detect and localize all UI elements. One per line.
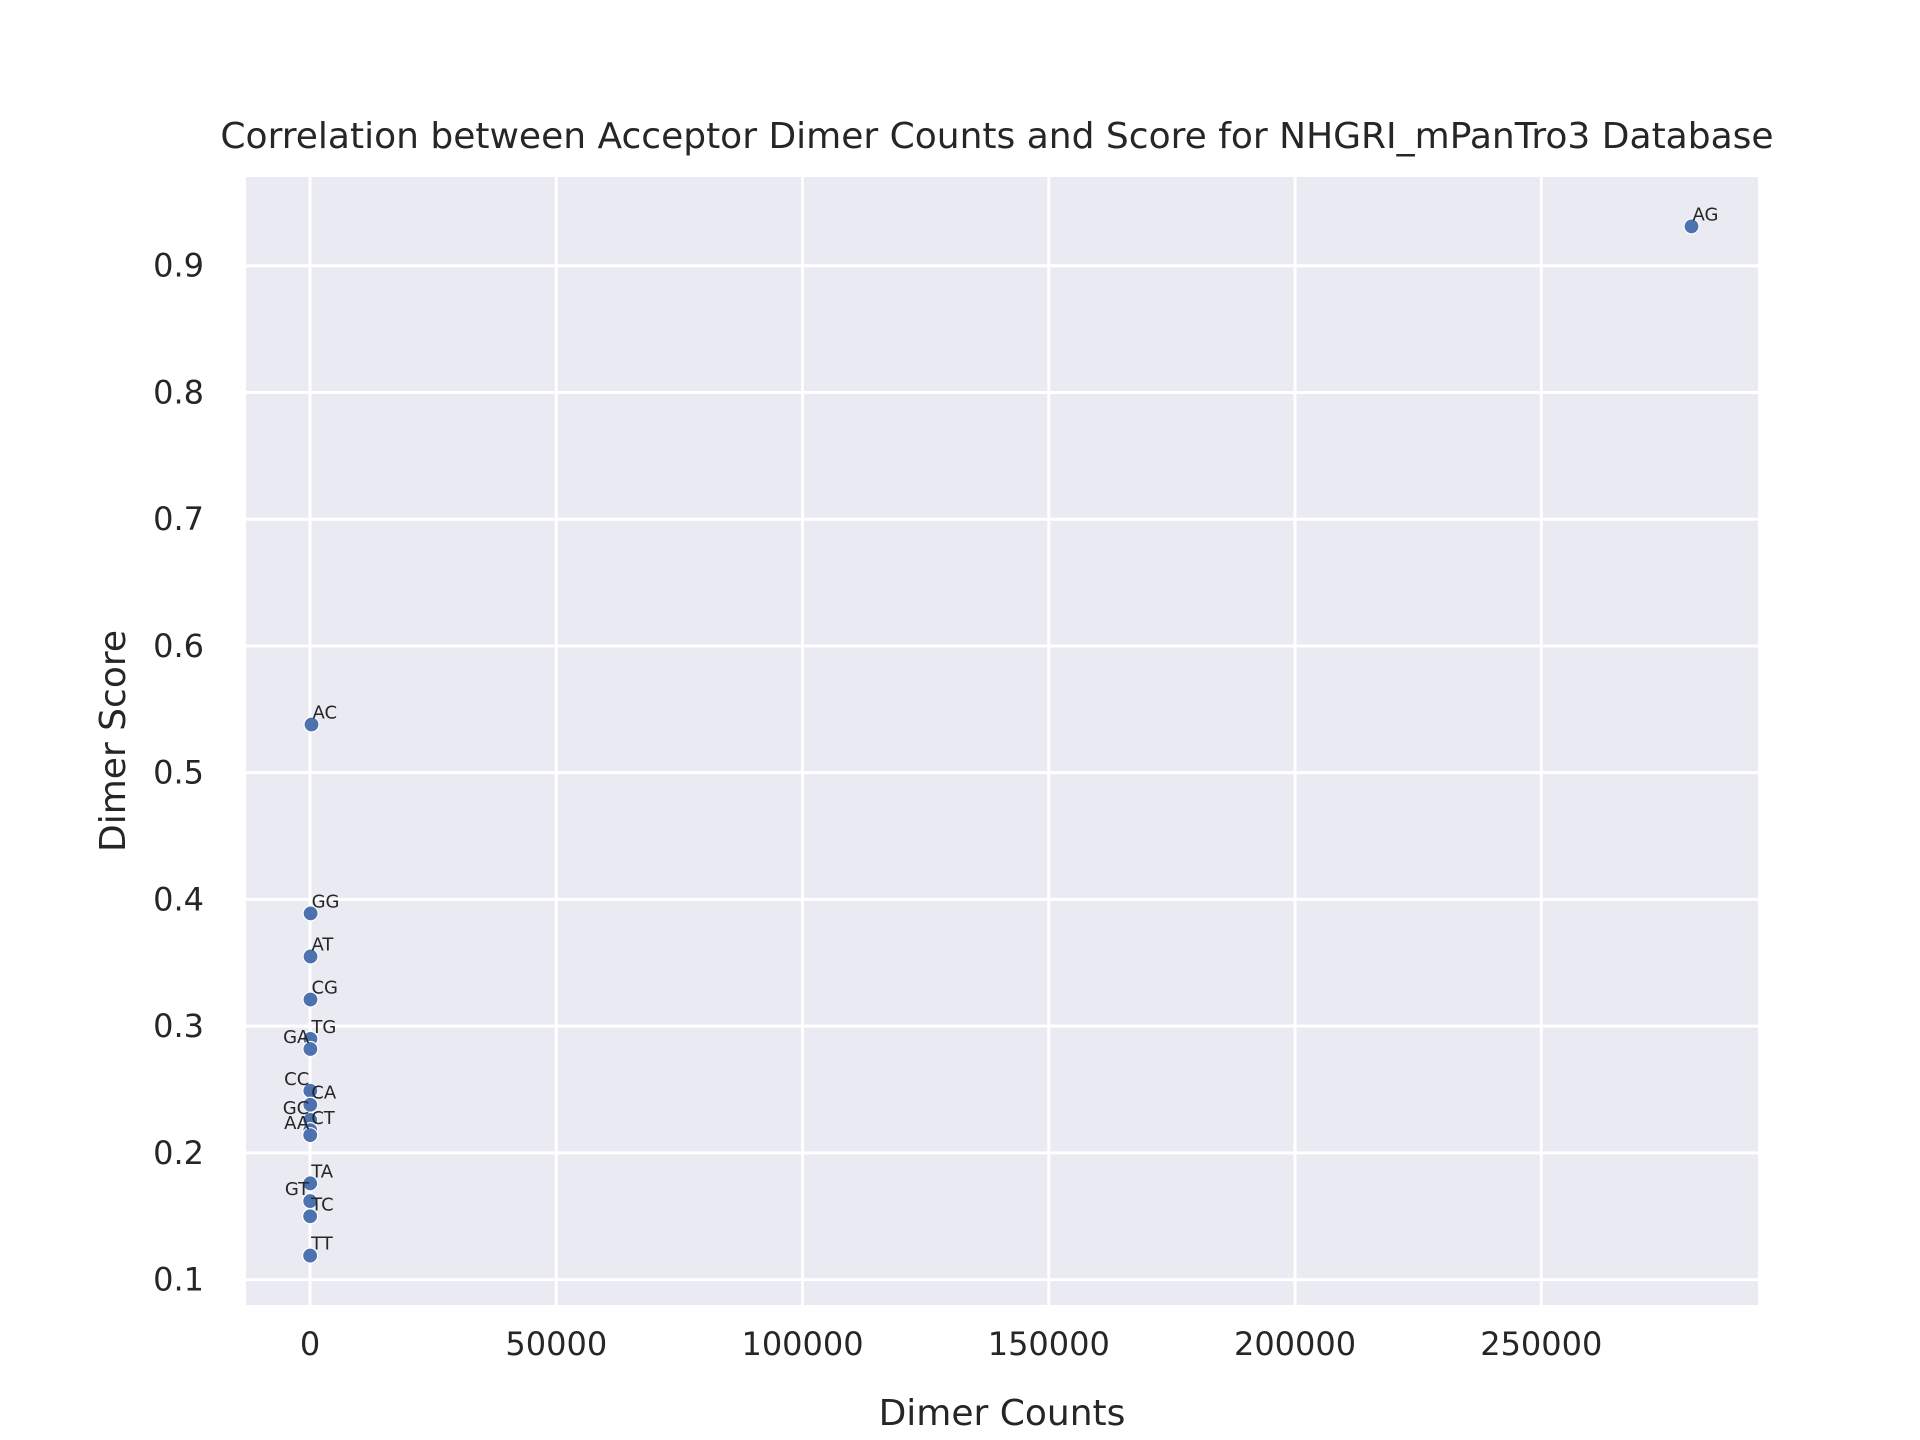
y-tick-label: 0.3 [153,1007,204,1045]
data-point-label: TA [310,1161,334,1182]
x-tick-label: 150000 [988,1325,1110,1363]
y-tick-label: 0.1 [153,1261,204,1299]
data-point-label: AC [313,703,338,724]
data-point-label: CC [284,1069,309,1090]
data-point [302,1040,319,1058]
x-tick-label: 100000 [741,1325,863,1363]
x-tick-label: 50000 [505,1325,607,1363]
data-point-label: TG [310,1017,336,1038]
data-points [302,218,1700,1264]
data-point [302,1175,319,1192]
data-point [302,991,319,1008]
data-point-label: TC [310,1194,334,1215]
data-point-label: AG [1693,204,1719,225]
data-point-label: TT [310,1234,334,1255]
y-tick-label: 0.7 [153,500,204,538]
data-point-label: GG [312,891,340,912]
data-point-label: GA [283,1027,310,1048]
data-point-label: CT [311,1108,336,1129]
data-point-label: CA [311,1083,337,1104]
data-point-label: CG [311,978,338,999]
data-point [302,1247,319,1264]
y-tick-label: 0.2 [153,1134,204,1172]
y-gridlines [246,264,1758,1282]
data-point [302,1127,319,1144]
x-tick-label: 250000 [1480,1325,1602,1363]
data-point-label: GC [283,1098,310,1119]
data-point [303,716,320,733]
chart-title: Correlation between Acceptor Dimer Count… [220,116,1773,157]
data-point [1683,218,1700,235]
data-point [302,948,319,965]
y-tick-label: 0.6 [153,627,204,665]
y-axis-label: Dimer Score [93,630,134,852]
x-tick-labels: 0 50000 100000 150000 200000 250000 [300,1325,1603,1363]
data-point-label: AT [312,934,335,955]
x-tick-label: 0 [300,1325,320,1363]
data-point-label: AA [284,1113,310,1134]
data-point [302,1208,319,1225]
y-tick-label: 0.4 [153,880,204,918]
plot-area [246,177,1758,1305]
x-tick-label: 200000 [1234,1325,1356,1363]
y-tick-label: 0.9 [153,247,204,285]
y-tick-label: 0.8 [153,373,204,411]
y-tick-labels: 0.1 0.2 0.3 0.4 0.5 0.6 0.7 0.8 0.9 [153,247,204,1299]
data-point [302,905,319,922]
y-tick-label: 0.5 [153,754,204,792]
data-point-label: GT [285,1179,310,1200]
x-axis-label: Dimer Counts [879,1393,1126,1434]
